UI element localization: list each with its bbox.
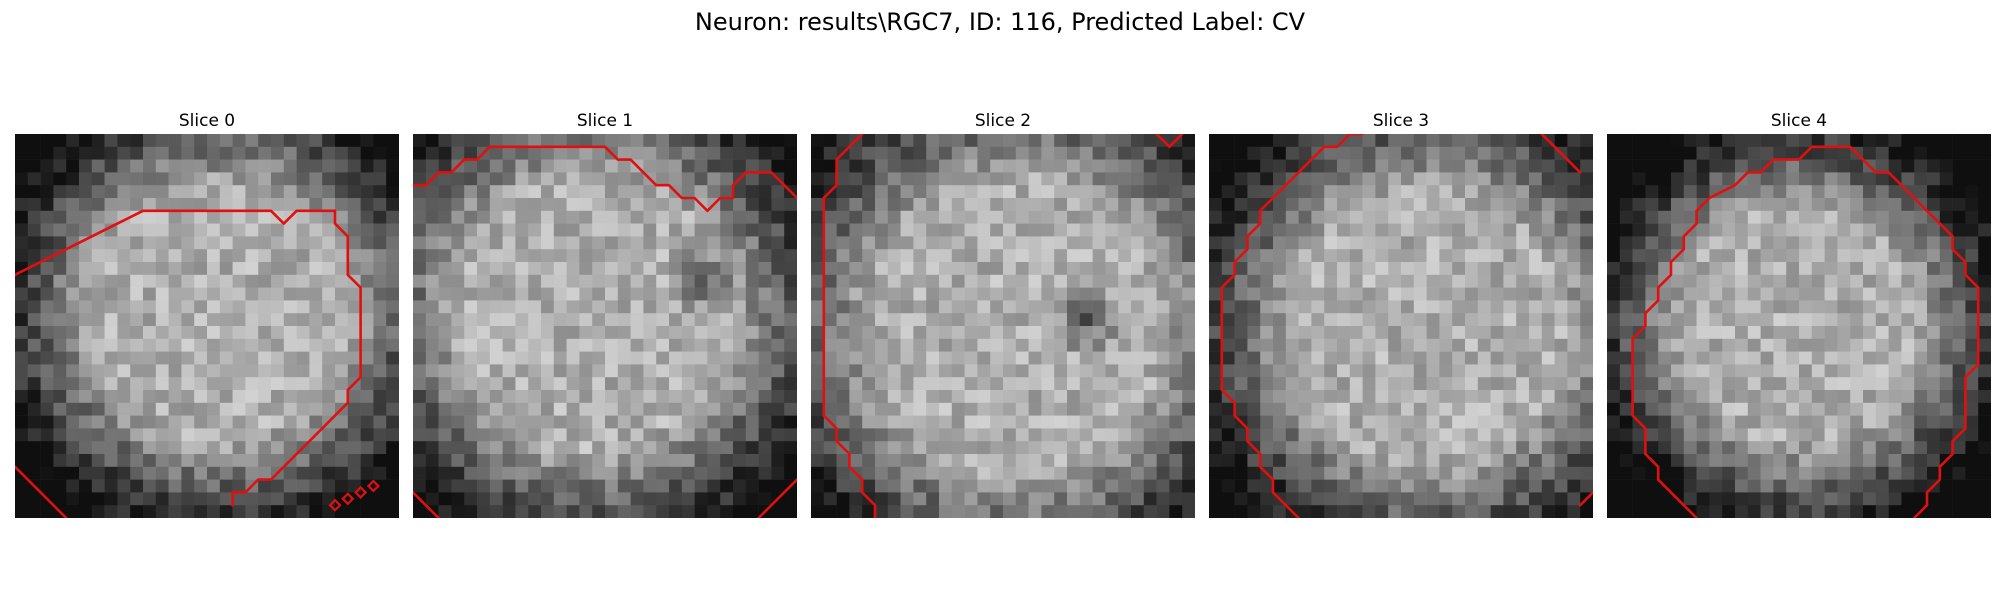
pixel-grid (811, 134, 1195, 518)
slice-title: Slice 3 (1372, 111, 1430, 131)
pixel-grid (413, 134, 797, 518)
segmentation-contour (413, 145, 797, 213)
slice-image-1 (413, 134, 797, 518)
slice-panel-1: Slice 1 (413, 108, 797, 518)
slice-title: Slice 1 (576, 111, 634, 131)
segmentation-contour (1631, 145, 1980, 518)
contour-marker (328, 498, 342, 512)
pixel-grid (15, 134, 399, 518)
contour-fragment (757, 478, 797, 518)
contour-marker (354, 485, 368, 499)
slice-image-0 (15, 134, 399, 518)
contour-marker (341, 492, 355, 506)
slice-image-4 (1607, 134, 1991, 518)
slice-image-3 (1209, 134, 1593, 518)
slice-title: Slice 4 (1770, 111, 1828, 131)
figure-title: Neuron: results\RGC7, ID: 116, Predicted… (694, 8, 1306, 36)
contour-fragment (1578, 491, 1593, 507)
slice-image-2 (811, 134, 1195, 518)
pixel-grid (1209, 134, 1593, 518)
slice-panel-4: Slice 4 (1607, 108, 1991, 518)
slice-panel-0: Slice 0 (15, 108, 399, 518)
segmentation-contour (822, 134, 877, 518)
contour-fragment (1540, 134, 1582, 174)
contour-fragment (413, 491, 440, 518)
slice-title: Slice 2 (974, 111, 1032, 131)
contour-fragment (1155, 134, 1184, 149)
slice-panel-3: Slice 3 (1209, 108, 1593, 518)
segmentation-contour (1220, 134, 1364, 518)
slice-title: Slice 0 (178, 111, 236, 131)
slice-panel-2: Slice 2 (811, 108, 1195, 518)
segmentation-contour (15, 209, 362, 507)
pixel-grid (1607, 134, 1991, 518)
contour-fragment (15, 465, 68, 518)
contour-marker (366, 479, 380, 493)
